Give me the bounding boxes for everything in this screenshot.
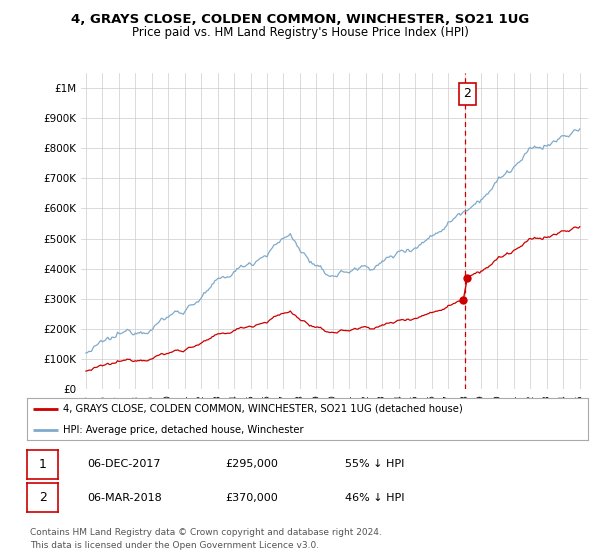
Text: £295,000: £295,000 (225, 459, 278, 469)
Text: HPI: Average price, detached house, Winchester: HPI: Average price, detached house, Winc… (64, 426, 304, 435)
Text: 4, GRAYS CLOSE, COLDEN COMMON, WINCHESTER, SO21 1UG: 4, GRAYS CLOSE, COLDEN COMMON, WINCHESTE… (71, 13, 529, 26)
Text: 46% ↓ HPI: 46% ↓ HPI (345, 493, 404, 503)
Text: 55% ↓ HPI: 55% ↓ HPI (345, 459, 404, 469)
Text: 4, GRAYS CLOSE, COLDEN COMMON, WINCHESTER, SO21 1UG (detached house): 4, GRAYS CLOSE, COLDEN COMMON, WINCHESTE… (64, 404, 463, 414)
Text: 2: 2 (463, 87, 471, 100)
Text: 06-DEC-2017: 06-DEC-2017 (87, 459, 161, 469)
Text: 2: 2 (38, 491, 47, 505)
Text: 06-MAR-2018: 06-MAR-2018 (87, 493, 162, 503)
Text: Contains HM Land Registry data © Crown copyright and database right 2024.
This d: Contains HM Land Registry data © Crown c… (30, 528, 382, 550)
Text: Price paid vs. HM Land Registry's House Price Index (HPI): Price paid vs. HM Land Registry's House … (131, 26, 469, 39)
Text: 1: 1 (38, 458, 47, 471)
Text: £370,000: £370,000 (225, 493, 278, 503)
